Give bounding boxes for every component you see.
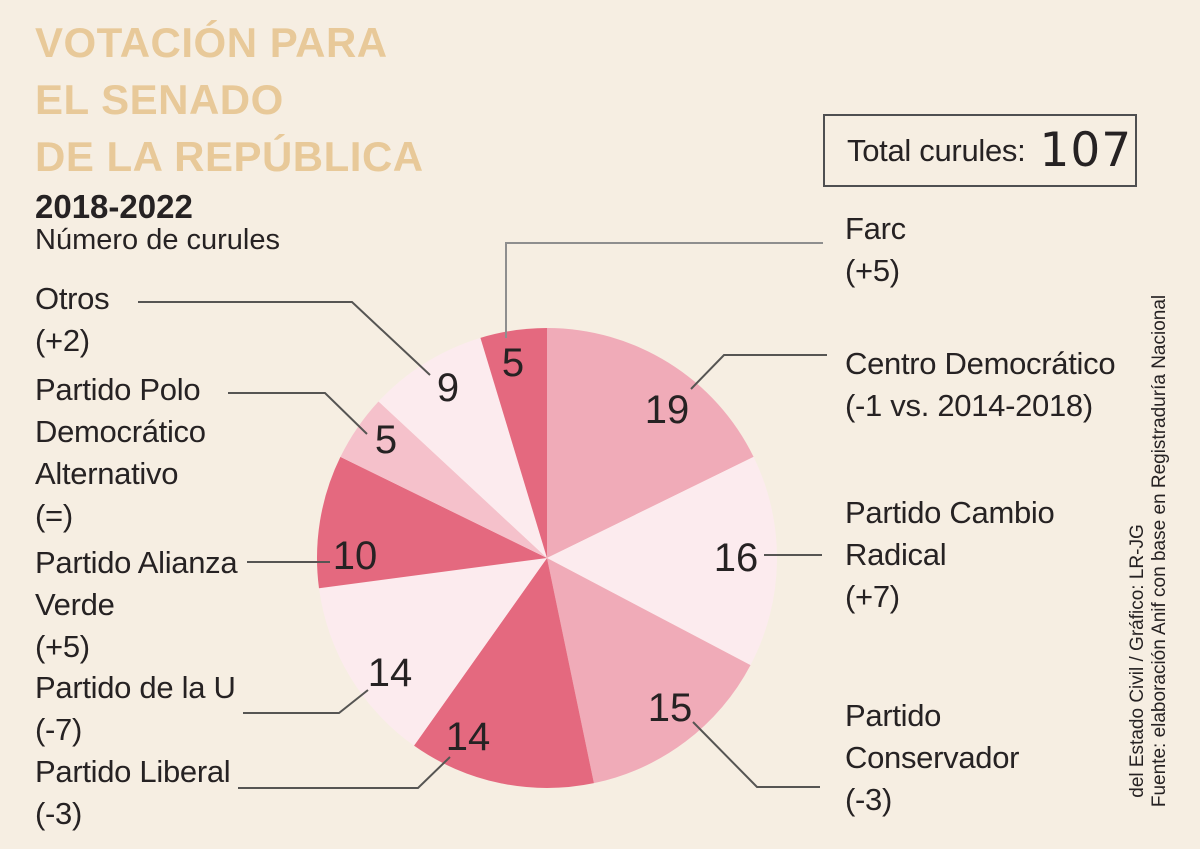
- party-change: (-7): [35, 712, 83, 747]
- page-title-line: VOTACIÓN PARA: [35, 19, 388, 66]
- party-label-cambio-radical: Partido Cambio Radical (+7): [845, 492, 1095, 618]
- party-change: (+5): [35, 629, 90, 664]
- party-name: Partido Polo Democrático Alternativo: [35, 372, 206, 491]
- page-title-line: DE LA REPÚBLICA: [35, 133, 424, 180]
- party-change: (-3): [845, 782, 893, 817]
- party-name: Centro Democrático: [845, 346, 1116, 381]
- slice-value-label: 14: [368, 651, 413, 695]
- pie-slice-partido-alianza-verde: [316, 456, 547, 589]
- party-change: (+7): [845, 579, 900, 614]
- unit-label: Número de curules: [35, 224, 280, 256]
- period-subtitle: 2018-2022: [35, 188, 193, 225]
- pie-slice-farc: [480, 328, 547, 558]
- party-label-polo-democratico: Partido Polo Democrático Alternativo (=): [35, 369, 265, 537]
- total-seats-value: 107: [1039, 123, 1133, 178]
- slice-value-label: 10: [333, 534, 378, 578]
- party-label-otros: Otros (+2): [35, 278, 255, 362]
- total-seats-label: Total curules:: [847, 132, 1026, 168]
- slice-value-label: 5: [375, 418, 397, 462]
- slice-value-label: 16: [714, 536, 759, 580]
- slice-value-label: 14: [446, 715, 491, 759]
- pie-slice-partido-cambio-radical: [547, 456, 777, 666]
- party-name: Partido Conservador: [845, 698, 1020, 775]
- pie-slice-partido-de-la-u: [319, 558, 547, 746]
- total-seats-box: Total curules: 107: [823, 114, 1137, 187]
- party-name: Partido Cambio Radical: [845, 495, 1055, 572]
- leader-centro-democratico: [690, 354, 827, 390]
- party-label-de-la-u: Partido de la U (-7): [35, 667, 290, 751]
- source-credit-line-2: del Estado Civil / Gráfico: LR-JG: [1127, 524, 1148, 798]
- pie-slice-centro-democr-tico: [547, 328, 754, 558]
- party-change: (+2): [35, 323, 90, 358]
- party-label-liberal: Partido Liberal (-3): [35, 751, 290, 835]
- party-name: Partido Liberal: [35, 754, 231, 789]
- slice-value-label: 9: [437, 366, 459, 410]
- leader-otros: [138, 301, 431, 376]
- source-credit-line-1: Fuente: elaboración Anif con base en Reg…: [1149, 294, 1170, 808]
- leader-polo-democratico: [228, 392, 368, 435]
- party-name: Otros: [35, 281, 110, 316]
- party-name: Farc: [845, 211, 906, 246]
- party-change: (+5): [845, 253, 900, 288]
- party-name: Partido de la U: [35, 670, 236, 705]
- party-name: Partido Alianza Verde: [35, 545, 238, 622]
- party-label-conservador: Partido Conservador (-3): [845, 695, 1065, 821]
- slice-value-label: 5: [502, 341, 524, 385]
- party-label-centro-democratico: Centro Democrático (-1 vs. 2014-2018): [845, 343, 1160, 427]
- leader-liberal: [238, 756, 451, 789]
- party-label-farc: Farc (+5): [845, 208, 1075, 292]
- pie-slice-partido-conservador: [547, 558, 751, 784]
- party-change: (=): [35, 498, 73, 533]
- slice-value-label: 19: [645, 388, 690, 432]
- leader-farc: [505, 242, 823, 338]
- party-change: (-1 vs. 2014-2018): [845, 388, 1093, 423]
- party-change: (-3): [35, 796, 83, 831]
- pie-slice-partido-liberal: [414, 558, 594, 789]
- pie-slice-otros: [378, 337, 547, 558]
- leader-conservador: [692, 721, 820, 788]
- page-title-line: EL SENADO: [35, 76, 284, 123]
- leader-de-la-u: [243, 689, 369, 714]
- pie-slice-partido-polo-democr-tico-alternativo: [340, 401, 547, 558]
- party-label-alianza-verde: Partido Alianza Verde (+5): [35, 542, 275, 668]
- page-title: VOTACIÓN PARA EL SENADO DE LA REPÚBLICA: [35, 14, 424, 185]
- slice-value-label: 15: [648, 686, 693, 730]
